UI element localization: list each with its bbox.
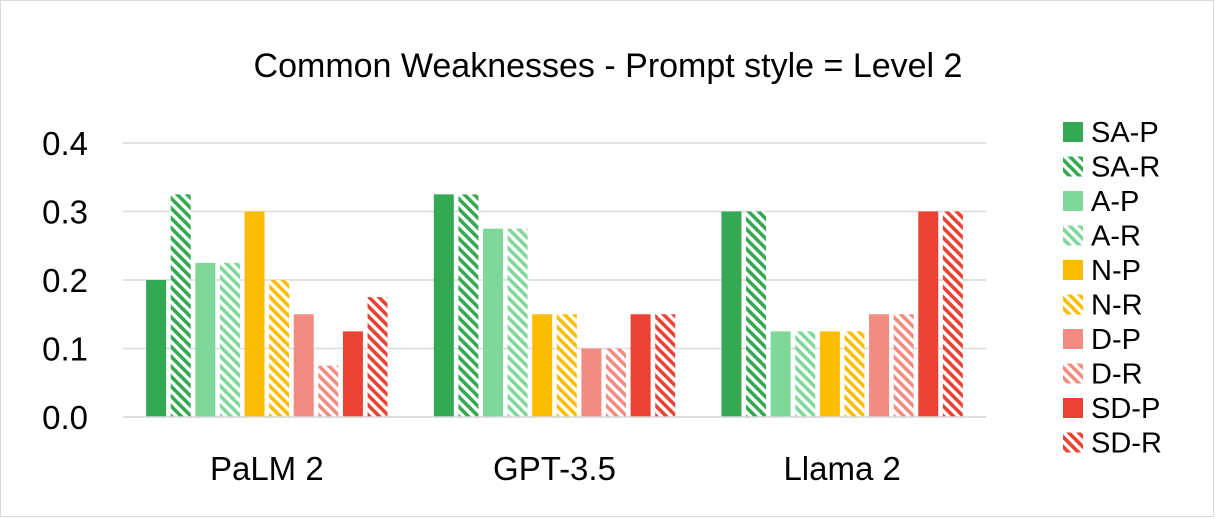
legend-item: SD-P bbox=[1063, 393, 1160, 425]
legend-swatch bbox=[1063, 260, 1083, 280]
legend-swatch bbox=[1063, 122, 1083, 142]
bar-n-r bbox=[269, 280, 290, 417]
bar-a-p bbox=[483, 228, 503, 417]
bar-sd-p bbox=[918, 211, 939, 417]
legend-item: SA-R bbox=[1063, 152, 1160, 184]
legend-swatch bbox=[1063, 191, 1083, 211]
y-tick-label: 0.4 bbox=[42, 125, 88, 162]
bar-sa-r bbox=[458, 194, 479, 417]
bar-a-r bbox=[795, 331, 816, 417]
legend-label: A-R bbox=[1091, 221, 1141, 253]
bar-d-p bbox=[293, 314, 314, 417]
bar-n-p bbox=[819, 331, 840, 417]
legend-swatch bbox=[1063, 432, 1083, 453]
bar-sd-r bbox=[942, 211, 963, 417]
legend-label: SD-P bbox=[1091, 393, 1160, 425]
bar-n-r bbox=[844, 331, 865, 417]
x-category-label: Llama 2 bbox=[783, 450, 900, 487]
legend-label: D-R bbox=[1091, 359, 1143, 391]
legend-label: SD-R bbox=[1091, 428, 1162, 460]
bar-sd-r bbox=[655, 314, 676, 417]
bar-d-p bbox=[581, 348, 602, 417]
legend-label: SA-R bbox=[1091, 152, 1160, 184]
legend-item: D-P bbox=[1063, 324, 1141, 356]
bar-d-r bbox=[606, 348, 626, 417]
y-tick-label: 0.1 bbox=[42, 331, 88, 368]
bar-sa-r bbox=[170, 194, 191, 417]
bar-sd-r bbox=[367, 297, 388, 417]
legend-label: A-P bbox=[1091, 186, 1139, 218]
bar-n-p bbox=[532, 314, 553, 417]
bar-n-r bbox=[556, 314, 577, 417]
legend-swatch bbox=[1063, 363, 1083, 384]
y-tick-label: 0.0 bbox=[42, 399, 88, 436]
bar-a-r bbox=[219, 262, 240, 417]
legend-swatch bbox=[1063, 329, 1083, 349]
legend-label: SA-P bbox=[1091, 117, 1159, 149]
bar-sd-p bbox=[342, 331, 363, 417]
x-category-label: PaLM 2 bbox=[210, 450, 324, 487]
legend-swatch bbox=[1063, 225, 1083, 246]
bar-d-r bbox=[893, 314, 914, 417]
legend-item: N-R bbox=[1063, 290, 1143, 322]
legend-item: A-P bbox=[1063, 186, 1139, 218]
bar-sa-r bbox=[746, 211, 767, 417]
legend-swatch bbox=[1063, 156, 1083, 177]
y-axis-ticks: 0.0 0.1 0.2 0.3 0.4 bbox=[42, 125, 88, 436]
legend-swatch bbox=[1063, 294, 1083, 315]
legend-item: SA-P bbox=[1063, 117, 1159, 149]
legend-item: SD-R bbox=[1063, 428, 1162, 460]
bar-d-r bbox=[318, 365, 339, 417]
legend-item: D-R bbox=[1063, 359, 1143, 391]
legend-label: D-P bbox=[1091, 324, 1141, 356]
bar-sa-p bbox=[721, 211, 742, 417]
x-axis: PaLM 2 GPT-3.5 Llama 2 bbox=[123, 416, 986, 487]
bar-sa-p bbox=[146, 280, 167, 417]
legend-item: N-P bbox=[1063, 255, 1141, 287]
legend-swatch bbox=[1063, 398, 1083, 418]
legend-label: N-R bbox=[1091, 290, 1143, 322]
bar-sa-p bbox=[433, 194, 454, 417]
legend: SA-PSA-RA-PA-RN-PN-RD-PD-RSD-PSD-R bbox=[1063, 117, 1162, 460]
bar-d-p bbox=[869, 314, 890, 417]
chart-title: Common Weaknesses - Prompt style = Level… bbox=[254, 47, 963, 85]
legend-item: A-R bbox=[1063, 221, 1141, 253]
y-tick-label: 0.3 bbox=[42, 194, 88, 231]
y-tick-label: 0.2 bbox=[42, 262, 88, 299]
bar-a-r bbox=[507, 228, 528, 417]
bar-a-p bbox=[770, 331, 791, 417]
x-category-label: GPT-3.5 bbox=[493, 450, 616, 487]
bars bbox=[146, 194, 963, 417]
legend-label: N-P bbox=[1091, 255, 1141, 287]
bar-n-p bbox=[244, 211, 265, 417]
bar-sd-p bbox=[630, 314, 651, 417]
bar-a-p bbox=[195, 262, 216, 417]
